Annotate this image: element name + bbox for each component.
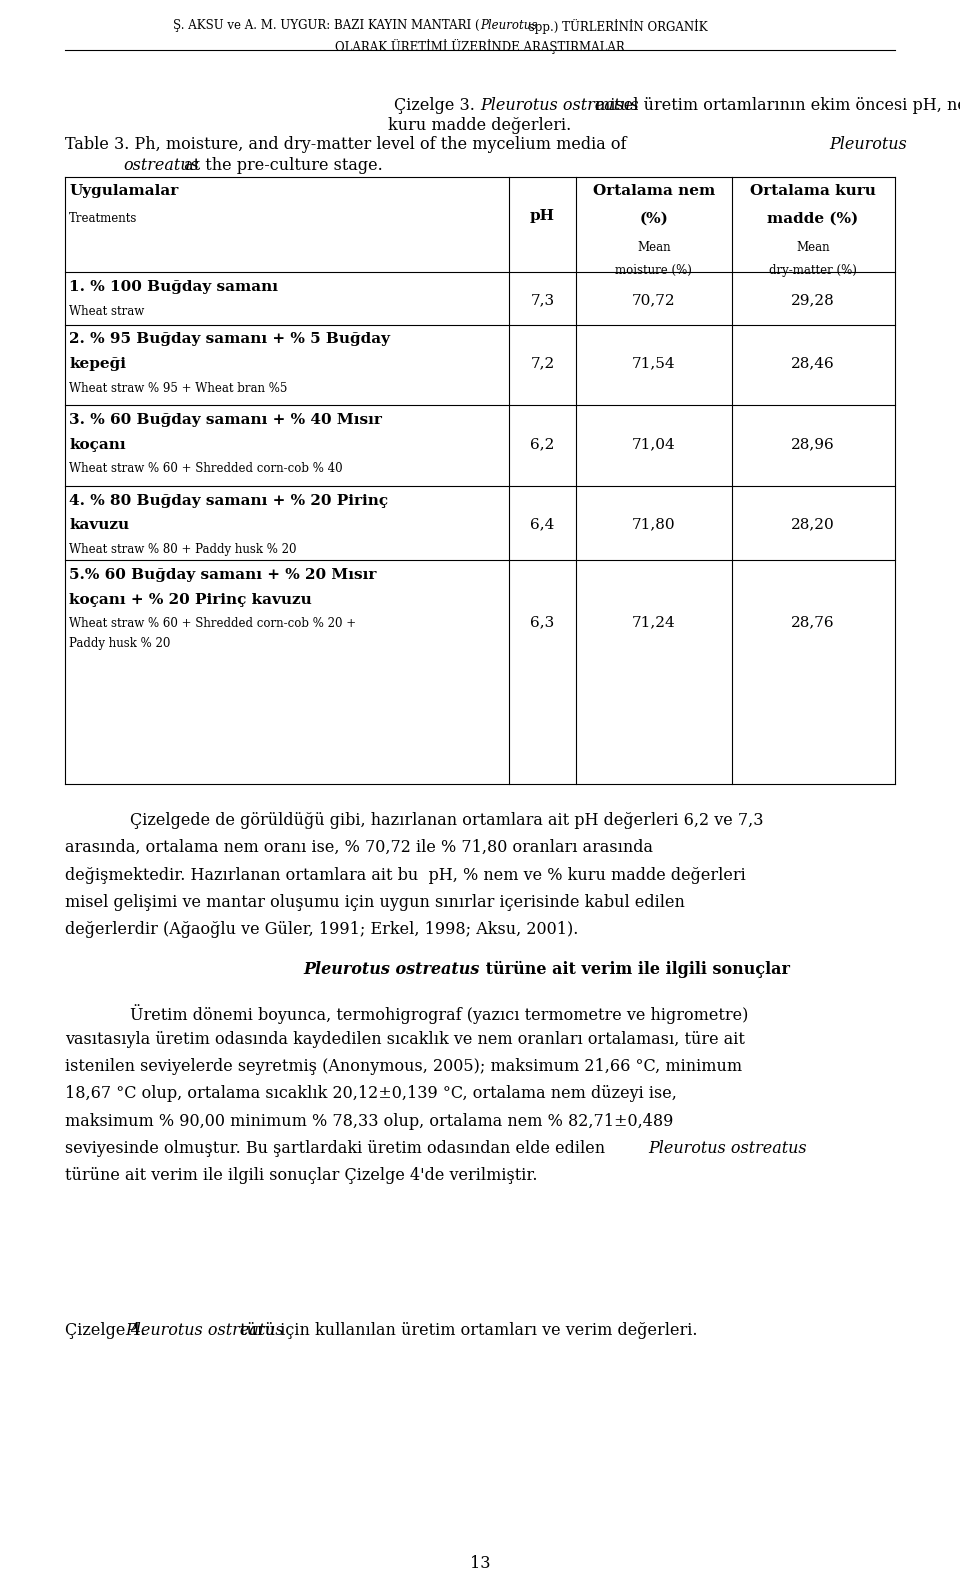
Text: 71,54: 71,54 — [632, 356, 676, 370]
Text: ostreatus: ostreatus — [123, 157, 199, 174]
Text: 7,3: 7,3 — [530, 293, 555, 307]
Text: koçanı + % 20 Pirinç kavuzu: koçanı + % 20 Pirinç kavuzu — [69, 594, 312, 606]
Text: maksimum % 90,00 minimum % 78,33 olup, ortalama nem % 82,71±0,489: maksimum % 90,00 minimum % 78,33 olup, o… — [65, 1113, 674, 1130]
Text: 3. % 60 Buğday samanı + % 40 Mısır: 3. % 60 Buğday samanı + % 40 Mısır — [69, 413, 382, 427]
Text: Üretim dönemi boyunca, termohigrograf (yazıcı termometre ve higrometre): Üretim dönemi boyunca, termohigrograf (y… — [130, 1004, 748, 1024]
Text: Wheat straw: Wheat straw — [69, 304, 144, 318]
Text: türüne ait verim ile ilgili sonuçlar Çizelge 4'de verilmiştir.: türüne ait verim ile ilgili sonuçlar Çiz… — [65, 1167, 538, 1184]
Text: misel üretim ortamlarının ekim öncesi pH, nem ve: misel üretim ortamlarının ekim öncesi pH… — [590, 97, 960, 114]
Text: 2. % 95 Buğday samanı + % 5 Buğday: 2. % 95 Buğday samanı + % 5 Buğday — [69, 332, 390, 347]
Text: arasında, ortalama nem oranı ise, % 70,72 ile % 71,80 oranları arasında: arasında, ortalama nem oranı ise, % 70,7… — [65, 839, 653, 856]
Text: Pleurotus ostreatus: Pleurotus ostreatus — [303, 961, 480, 978]
Text: Pleurotus ostreatus: Pleurotus ostreatus — [480, 97, 638, 114]
Text: 7,2: 7,2 — [530, 356, 555, 370]
Text: 71,04: 71,04 — [632, 437, 676, 451]
Text: 1. % 100 Buğday samanı: 1. % 100 Buğday samanı — [69, 280, 278, 294]
Text: moisture (%): moisture (%) — [615, 264, 692, 277]
Text: seviyesinde olmuştur. Bu şartlardaki üretim odasından elde edilen: seviyesinde olmuştur. Bu şartlardaki üre… — [65, 1140, 611, 1157]
Text: 28,46: 28,46 — [791, 356, 835, 370]
Text: 28,96: 28,96 — [791, 437, 835, 451]
Text: Çizelge 4.: Çizelge 4. — [65, 1322, 151, 1339]
Text: Wheat straw % 80 + Paddy husk % 20: Wheat straw % 80 + Paddy husk % 20 — [69, 543, 297, 556]
Text: kuru madde değerleri.: kuru madde değerleri. — [389, 117, 571, 135]
Text: değişmektedir. Hazırlanan ortamlara ait bu  pH, % nem ve % kuru madde değerleri: değişmektedir. Hazırlanan ortamlara ait … — [65, 866, 746, 883]
Text: 71,80: 71,80 — [632, 518, 676, 532]
Text: Ortalama kuru: Ortalama kuru — [750, 184, 876, 198]
Text: 6,3: 6,3 — [530, 616, 555, 630]
Text: Ş. AKSU ve A. M. UYGUR: BAZI KAYIN MANTARI (: Ş. AKSU ve A. M. UYGUR: BAZI KAYIN MANTA… — [174, 19, 480, 32]
Text: 6,2: 6,2 — [530, 437, 555, 451]
Text: 13: 13 — [469, 1555, 491, 1572]
Text: Pleurotus: Pleurotus — [480, 19, 538, 32]
Text: Pleurotus ostreatus: Pleurotus ostreatus — [648, 1140, 806, 1157]
Text: Paddy husk % 20: Paddy husk % 20 — [69, 636, 171, 651]
Text: 70,72: 70,72 — [632, 293, 676, 307]
Text: türü için kullanılan üretim ortamları ve verim değerleri.: türü için kullanılan üretim ortamları ve… — [235, 1322, 698, 1339]
Text: kavuzu: kavuzu — [69, 519, 130, 532]
Text: vasıtasıyla üretim odasında kaydedilen sıcaklık ve nem oranları ortalaması, türe: vasıtasıyla üretim odasında kaydedilen s… — [65, 1031, 745, 1048]
Text: Wheat straw % 60 + Shredded corn-cob % 20 +: Wheat straw % 60 + Shredded corn-cob % 2… — [69, 617, 356, 630]
Text: 71,24: 71,24 — [632, 616, 676, 630]
Text: Ortalama nem: Ortalama nem — [592, 184, 715, 198]
Text: at the pre-culture stage.: at the pre-culture stage. — [179, 157, 382, 174]
Text: 6,4: 6,4 — [530, 518, 555, 532]
Text: Pleurotus: Pleurotus — [829, 136, 907, 154]
Text: 5.% 60 Buğday samanı + % 20 Mısır: 5.% 60 Buğday samanı + % 20 Mısır — [69, 568, 376, 583]
Text: Uygulamalar: Uygulamalar — [69, 184, 179, 198]
Text: (%): (%) — [639, 212, 668, 226]
Text: 28,76: 28,76 — [791, 616, 835, 630]
Text: Mean: Mean — [636, 241, 671, 253]
Text: Pleurotus ostreatus: Pleurotus ostreatus — [125, 1322, 283, 1339]
Text: 28,20: 28,20 — [791, 518, 835, 532]
Text: misel gelişimi ve mantar oluşumu için uygun sınırlar içerisinde kabul edilen: misel gelişimi ve mantar oluşumu için uy… — [65, 894, 685, 910]
Text: Treatments: Treatments — [69, 212, 137, 225]
Text: kepeği: kepeği — [69, 356, 126, 370]
Text: Çizelge 3.: Çizelge 3. — [394, 97, 480, 114]
Text: 29,28: 29,28 — [791, 293, 835, 307]
Text: değerlerdir (Ağaoğlu ve Güler, 1991; Erkel, 1998; Aksu, 2001).: değerlerdir (Ağaoğlu ve Güler, 1991; Erk… — [65, 921, 579, 939]
Text: 18,67 °C olup, ortalama sıcaklık 20,12±0,139 °C, ortalama nem düzeyi ise,: 18,67 °C olup, ortalama sıcaklık 20,12±0… — [65, 1086, 677, 1102]
Text: istenilen seviyelerde seyretmiş (Anonymous, 2005); maksimum 21,66 °C, minimum: istenilen seviyelerde seyretmiş (Anonymo… — [65, 1057, 742, 1075]
Text: madde (%): madde (%) — [767, 212, 859, 226]
Text: OLARAK ÜRETİMİ ÜZERİNDE ARAŞTIRMALAR: OLARAK ÜRETİMİ ÜZERİNDE ARAŞTIRMALAR — [335, 38, 625, 54]
Text: spp.) TÜRLERİNİN ORGANİK: spp.) TÜRLERİNİN ORGANİK — [525, 19, 708, 35]
Text: türüne ait verim ile ilgili sonuçlar: türüne ait verim ile ilgili sonuçlar — [480, 961, 790, 978]
Text: koçanı: koçanı — [69, 437, 126, 451]
Text: Wheat straw % 95 + Wheat bran %5: Wheat straw % 95 + Wheat bran %5 — [69, 382, 287, 394]
Text: Wheat straw % 60 + Shredded corn-cob % 40: Wheat straw % 60 + Shredded corn-cob % 4… — [69, 462, 343, 475]
Text: dry-matter (%): dry-matter (%) — [769, 264, 857, 277]
Text: Mean: Mean — [796, 241, 830, 253]
Text: Table 3. Ph, moisture, and dry-matter level of the mycelium media of: Table 3. Ph, moisture, and dry-matter le… — [65, 136, 632, 154]
Text: Çizelgede de görüldüğü gibi, hazırlanan ortamlara ait pH değerleri 6,2 ve 7,3: Çizelgede de görüldüğü gibi, hazırlanan … — [130, 812, 763, 829]
Text: 4. % 80 Buğday samanı + % 20 Pirinç: 4. % 80 Buğday samanı + % 20 Pirinç — [69, 494, 388, 508]
Text: pH: pH — [530, 209, 555, 223]
